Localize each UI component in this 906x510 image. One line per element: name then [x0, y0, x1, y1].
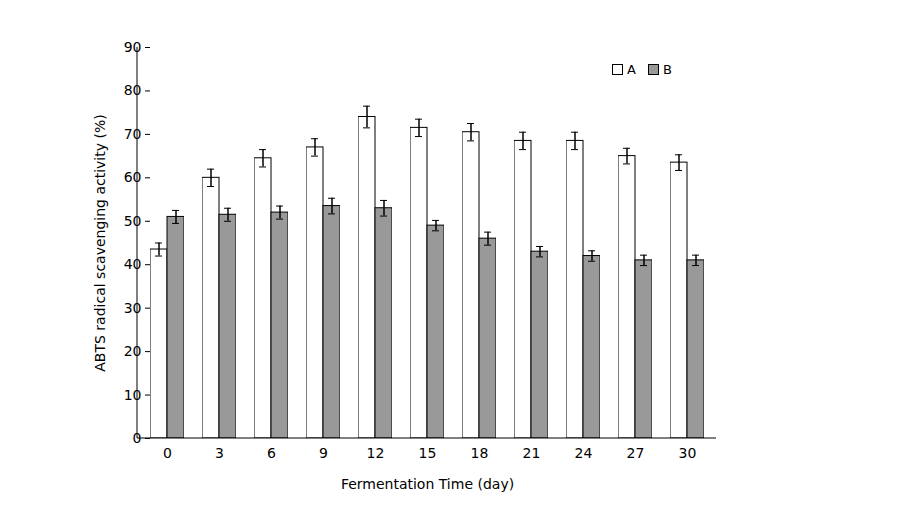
svg-text:12: 12: [367, 445, 385, 461]
svg-text:21: 21: [523, 445, 541, 461]
html-text:A: A: [627, 62, 636, 77]
svg-text:0: 0: [132, 430, 142, 446]
svg-text:ABTS radical scavenging activi: ABTS radical scavenging activity (%): [92, 114, 108, 371]
html-text:B: B: [662, 62, 672, 77]
svg-text:18: 18: [471, 445, 489, 461]
svg-text:24: 24: [575, 445, 593, 461]
svg-text:27: 27: [627, 445, 645, 461]
svg-text:70: 70: [124, 126, 142, 142]
svg-text:6: 6: [267, 445, 276, 461]
svg-text:0: 0: [163, 445, 172, 461]
svg-text:90: 90: [124, 39, 142, 55]
svg-text:3: 3: [215, 445, 224, 461]
svg-text:Fermentation Time (day): Fermentation Time (day): [341, 476, 514, 492]
svg-text:9: 9: [319, 445, 328, 461]
svg-text:10: 10: [124, 387, 142, 403]
svg-text:30: 30: [124, 300, 142, 316]
svg-text:50: 50: [124, 213, 142, 229]
svg-text:40: 40: [124, 256, 142, 272]
svg-text:15: 15: [419, 445, 437, 461]
svg-text:30: 30: [679, 445, 697, 461]
svg-text:60: 60: [124, 169, 142, 185]
svg-text:80: 80: [124, 82, 142, 98]
svg-text:20: 20: [124, 343, 142, 359]
